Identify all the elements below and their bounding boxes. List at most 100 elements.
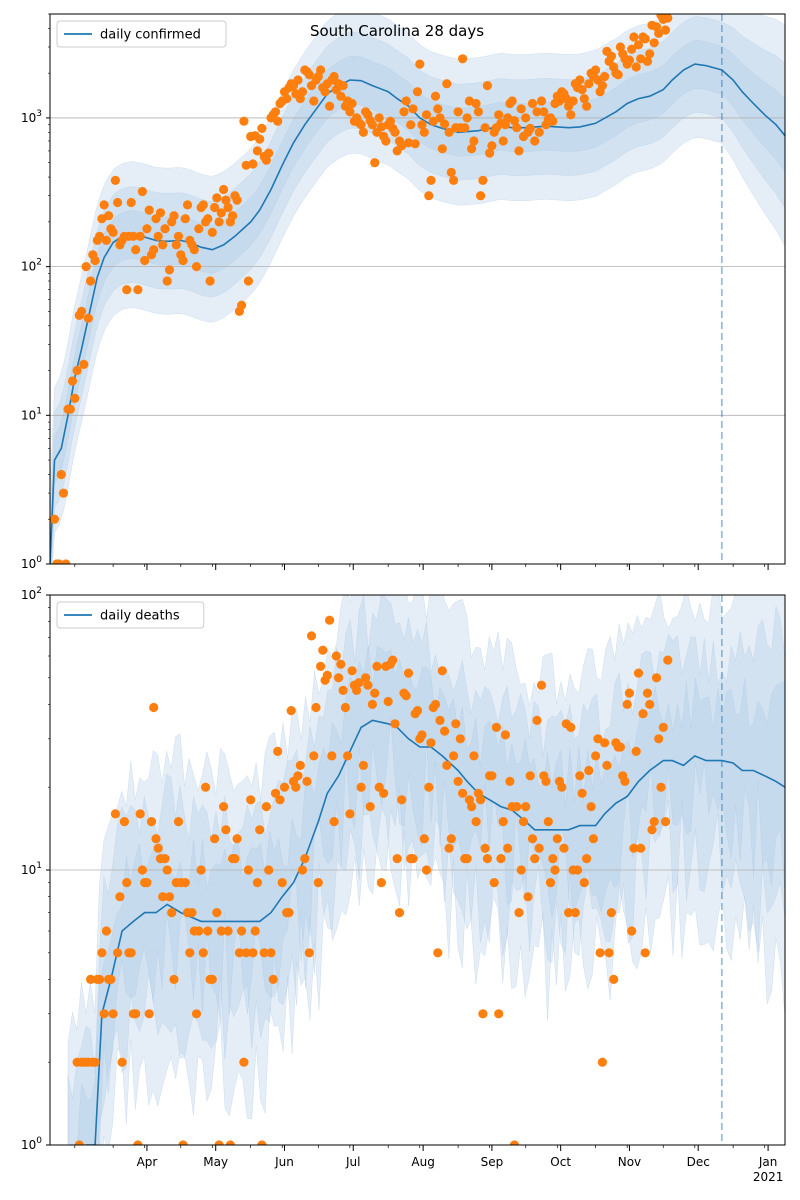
data-point-112 [325, 615, 335, 625]
data-point-218 [564, 908, 574, 918]
data-point-35 [128, 231, 138, 241]
data-point-161 [412, 87, 423, 97]
data-point-224 [577, 788, 587, 798]
data-point-140 [388, 655, 398, 665]
data-point-173 [440, 119, 450, 129]
data-point-175 [444, 127, 454, 137]
data-point-206 [514, 146, 524, 156]
data-point-91 [277, 878, 287, 888]
data-point-62 [212, 908, 222, 918]
data-point-209 [543, 817, 553, 827]
data-point-20 [95, 231, 105, 241]
figure-title: South Carolina 28 days [310, 22, 484, 40]
data-point-57 [178, 255, 188, 266]
data-point-32 [144, 1009, 154, 1019]
data-point-71 [232, 834, 242, 844]
data-point-10 [72, 365, 82, 376]
data-point-250 [636, 843, 646, 853]
data-point-130 [365, 802, 375, 812]
data-point-79 [228, 211, 238, 221]
data-point-135 [376, 878, 386, 888]
data-point-91 [255, 134, 265, 144]
data-point-24 [126, 948, 136, 958]
data-point-128 [361, 673, 371, 683]
data-point-109 [295, 94, 305, 104]
data-point-12 [99, 1009, 109, 1019]
data-point-94 [261, 155, 271, 165]
data-point-97 [291, 782, 301, 792]
data-point-72 [212, 193, 222, 203]
data-point-204 [532, 715, 542, 726]
data-point-211 [525, 123, 535, 133]
data-point-92 [257, 123, 267, 133]
legend: daily confirmed [56, 20, 227, 48]
data-point-95 [286, 706, 296, 716]
data-point-221 [548, 116, 558, 126]
data-point-81 [232, 195, 242, 205]
data-point-64 [216, 926, 226, 936]
data-point-179 [476, 795, 486, 805]
data-point-118 [316, 65, 326, 75]
data-point-166 [446, 834, 456, 844]
data-point-84 [261, 802, 271, 812]
data-point-232 [595, 948, 605, 958]
data-point-184 [487, 771, 497, 781]
data-point-158 [406, 120, 416, 130]
data-point-22 [122, 878, 132, 888]
data-point-144 [397, 795, 407, 805]
legend: daily deaths [56, 601, 205, 629]
data-point-149 [408, 854, 418, 864]
data-point-196 [514, 908, 524, 918]
data-point-73 [237, 926, 247, 936]
data-point-213 [552, 834, 562, 844]
confirmed-chart-panel: 100 101 102 103 daily confirmed [21, 13, 786, 571]
data-point-19 [115, 892, 125, 902]
data-point-77 [223, 202, 233, 213]
data-point-103 [304, 948, 314, 958]
data-point-109 [318, 645, 328, 655]
data-point-70 [207, 227, 217, 237]
data-point-60 [207, 974, 217, 985]
data-point-21 [119, 817, 129, 827]
data-point-186 [491, 722, 501, 733]
data-point-1 [74, 1140, 84, 1145]
data-point-41 [142, 224, 152, 234]
data-point-66 [221, 825, 231, 835]
data-point-212 [550, 865, 560, 875]
data-point-117 [336, 659, 346, 669]
data-point-240 [591, 65, 601, 75]
data-point-8 [67, 376, 78, 386]
data-point-170 [455, 734, 465, 744]
data-point-187 [471, 98, 481, 109]
data-point-41 [164, 892, 175, 902]
data-point-172 [437, 144, 447, 154]
data-point-61 [210, 834, 220, 844]
data-point-105 [309, 751, 319, 761]
data-point-81 [255, 825, 265, 835]
data-point-199 [521, 802, 531, 812]
y-tick-label-0: 100 [21, 1136, 42, 1152]
data-point-104 [306, 631, 317, 641]
data-point-169 [453, 776, 463, 787]
data-point-153 [417, 730, 427, 740]
data-point-85 [264, 865, 274, 875]
data-point-69 [205, 276, 215, 286]
data-point-168 [451, 719, 461, 729]
data-point-77 [246, 795, 256, 805]
data-point-193 [485, 148, 495, 158]
data-point-164 [419, 127, 429, 137]
data-point-156 [401, 96, 411, 106]
data-point-143 [394, 908, 405, 918]
data-point-253 [642, 688, 653, 698]
observed-points [72, 615, 673, 1145]
data-point-260 [658, 722, 668, 733]
uncertainty-band-3 [67, 595, 785, 1145]
data-point-26 [131, 1009, 141, 1019]
data-point-125 [354, 678, 364, 688]
data-point-219 [566, 722, 576, 733]
data-point-235 [579, 94, 589, 104]
data-point-205 [512, 123, 522, 133]
data-point-197 [494, 110, 504, 120]
data-point-230 [568, 96, 578, 106]
data-point-181 [458, 54, 468, 64]
